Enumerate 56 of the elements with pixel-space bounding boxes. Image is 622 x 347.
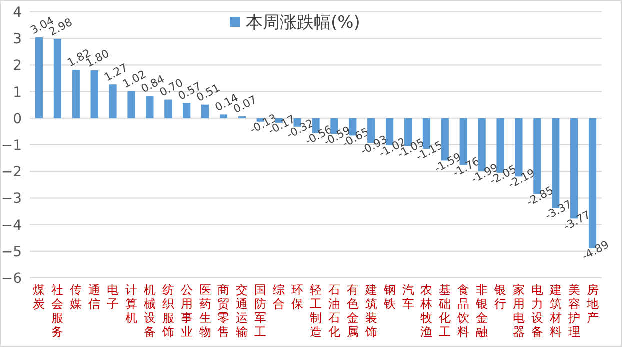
x-tick-label: 汽车 <box>402 283 414 311</box>
x-tick-label: 基础化工 <box>438 283 452 339</box>
x-tick-label: 美容护理 <box>567 283 580 339</box>
x-tick-label: 轻工制造 <box>310 283 322 339</box>
y-tick-label: −4 <box>1 218 22 234</box>
x-tick-label: 交通运输 <box>236 283 248 339</box>
x-tick-label: 家用电器 <box>512 283 525 339</box>
x-tick-label: 有色金属 <box>346 283 359 339</box>
x-tick-label: 综合 <box>273 283 286 311</box>
bar <box>146 96 154 118</box>
x-tick-label: 机械设备 <box>144 283 156 339</box>
x-tick-label: 煤炭 <box>33 283 46 311</box>
x-tick-label: 石油石化 <box>328 283 340 339</box>
bar <box>201 104 210 118</box>
bar <box>294 118 302 127</box>
x-tick-label: 食品饮料 <box>456 283 470 339</box>
bar <box>109 84 117 118</box>
x-tick-label: 社会服务 <box>52 283 64 339</box>
y-tick-label: −3 <box>1 191 22 208</box>
x-tick-label: 农林牧渔 <box>420 283 433 339</box>
x-tick-label: 环保 <box>292 283 304 311</box>
x-tick-label: 银行 <box>494 283 507 311</box>
x-tick-label: 钢铁 <box>382 283 396 311</box>
bar <box>35 38 44 118</box>
bar <box>54 39 62 118</box>
x-tick-label: 计算机 <box>125 283 138 325</box>
y-tick-label: −1 <box>1 138 22 154</box>
x-tick-label: 传媒 <box>70 283 82 311</box>
y-tick-label: 3 <box>13 32 22 48</box>
y-tick-label: 2 <box>13 58 22 74</box>
bar <box>90 70 98 118</box>
bar <box>220 114 228 118</box>
y-tick-label: −2 <box>1 164 22 181</box>
y-tick-label: 1 <box>13 84 22 101</box>
x-tick-label: 国防军工 <box>254 283 267 339</box>
x-tick-label: 建筑材料 <box>548 283 562 339</box>
x-tick-label: 商贸零售 <box>218 283 230 339</box>
y-tick-label: 0 <box>13 111 22 128</box>
x-tick-label: 通信 <box>88 283 101 311</box>
bar <box>183 103 191 118</box>
x-tick-label: 电力设备 <box>531 283 544 339</box>
x-tick-label: 公用事业 <box>180 283 193 339</box>
x-tick-label: 医药生物 <box>199 283 212 339</box>
y-tick-label: −6 <box>1 271 22 287</box>
y-tick-label: −5 <box>1 244 22 260</box>
x-tick-label: 建筑装饰 <box>364 283 378 339</box>
legend-label: 本周涨跌幅(%) <box>246 13 360 33</box>
x-tick-label: 非银金融 <box>475 283 488 339</box>
bar <box>128 91 136 118</box>
bar <box>72 70 80 118</box>
x-tick-label: 房地产 <box>586 283 599 325</box>
x-tick-label: 电子 <box>107 283 120 311</box>
data-label: -4.89 <box>580 238 612 264</box>
y-tick-label: 4 <box>13 5 22 21</box>
bar <box>164 100 172 118</box>
x-tick-label: 纺织服饰 <box>161 283 174 339</box>
